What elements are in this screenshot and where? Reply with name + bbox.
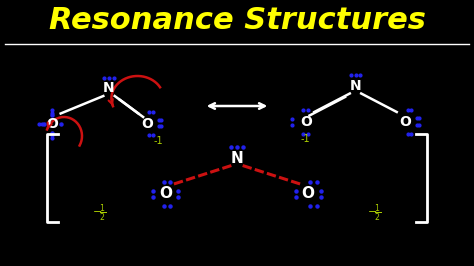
Text: N: N	[103, 81, 115, 95]
Text: $-\!\frac{1}{2}$: $-\!\frac{1}{2}$	[92, 203, 107, 224]
Text: O: O	[46, 117, 58, 131]
Text: $-\!\frac{1}{2}$: $-\!\frac{1}{2}$	[367, 203, 382, 224]
Text: O: O	[141, 117, 153, 131]
Text: O: O	[399, 115, 411, 129]
Text: N: N	[231, 151, 243, 166]
Text: Resonance Structures: Resonance Structures	[48, 6, 426, 35]
Text: O: O	[301, 186, 315, 201]
Text: -1: -1	[154, 136, 164, 146]
Text: O: O	[300, 115, 312, 129]
Text: O: O	[159, 186, 173, 201]
Text: N: N	[350, 79, 361, 93]
Text: -1: -1	[301, 135, 310, 144]
